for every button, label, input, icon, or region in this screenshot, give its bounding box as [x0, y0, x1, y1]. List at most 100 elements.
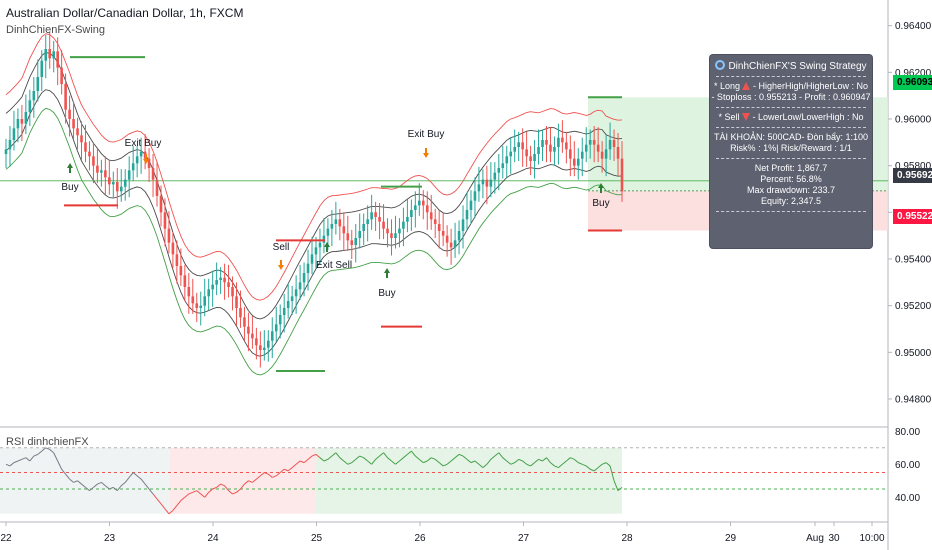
candle-body: [151, 168, 155, 180]
candle-body: [88, 151, 91, 157]
rsi-line-segment: [407, 450, 412, 455]
candle-body: [298, 282, 302, 290]
rsi-line-segment: [331, 452, 337, 457]
candle-body: [302, 273, 306, 283]
rsi-tick-label: 80.00: [895, 427, 920, 438]
divider: [716, 107, 866, 108]
rsi-line-segment: [522, 460, 527, 465]
rsi-line-segment: [220, 483, 225, 487]
candle-body: [334, 219, 338, 224]
time-tick-label: 23: [104, 533, 116, 544]
rsi-line-segment: [33, 453, 38, 457]
candle-body: [473, 191, 477, 201]
candle-body: [342, 226, 346, 234]
rsi-line-segment: [363, 457, 368, 462]
candle-body: [187, 287, 191, 297]
candle-body: [243, 317, 246, 327]
rsi-line-segment: [335, 452, 341, 458]
candle-body: [398, 228, 401, 234]
candle-body: [537, 147, 540, 154]
rsi-title[interactable]: RSI dinhchienFX: [6, 436, 89, 448]
rsi-line-segment: [105, 485, 110, 490]
rsi-line-segment: [37, 450, 43, 455]
rsi-line-segment: [395, 460, 400, 465]
time-tick-label: 22: [0, 533, 12, 544]
rsi-line-segment: [45, 447, 50, 450]
time-tick-label: 29: [725, 533, 737, 544]
candle-body: [390, 233, 393, 238]
rsi-line-segment: [21, 457, 27, 460]
candle-body: [541, 140, 544, 147]
divider: [716, 127, 866, 128]
rsi-line-segment: [518, 458, 523, 462]
rsi-line-segment: [486, 459, 492, 465]
candle-body: [406, 217, 409, 222]
rsi-line-segment: [295, 460, 301, 465]
candle-body: [485, 179, 489, 187]
candle-body: [330, 224, 334, 229]
candle-body: [44, 49, 48, 61]
buy-label: Buy: [592, 198, 609, 209]
candle-body: [231, 287, 234, 297]
rsi-line-segment: [252, 478, 257, 483]
candle-body: [8, 140, 12, 150]
long-row: * Long - HigherHigh/HigherLow : No: [710, 81, 872, 92]
candle-body: [112, 182, 115, 185]
rsi-line-segment: [17, 458, 23, 462]
rsi-line-segment: [156, 498, 162, 505]
price-tick-label: 0.96000: [895, 115, 932, 126]
candle-body: [155, 179, 159, 196]
candle-body: [596, 144, 600, 152]
rsi-line-segment: [212, 486, 217, 490]
candle-body: [521, 142, 524, 150]
rsi-line-segment: [347, 462, 352, 465]
rsi-line-segment: [578, 462, 583, 465]
candle-body: [457, 231, 461, 241]
rsi-line-segment: [502, 457, 508, 462]
rsi-line-segment: [224, 485, 229, 491]
rsi-line-segment: [97, 481, 102, 485]
candle-body: [108, 177, 111, 185]
candle-body: [493, 172, 497, 180]
candle-body: [584, 144, 588, 152]
rsi-zone-bullish: [316, 447, 622, 514]
candle-body: [64, 84, 67, 110]
candle-body: [461, 219, 465, 231]
candle-body: [80, 135, 83, 143]
candle-body: [223, 277, 226, 283]
candle-body: [414, 205, 417, 210]
rsi-line-segment: [573, 458, 579, 464]
buy-label: Buy: [61, 182, 78, 193]
candle-body: [318, 242, 322, 248]
rsi-line-segment: [593, 467, 599, 472]
buy-label: Buy: [378, 288, 395, 299]
candle-body: [576, 158, 580, 166]
candle-body: [96, 165, 99, 173]
candle-body: [163, 212, 167, 229]
rsi-line-segment: [5, 463, 11, 467]
candle-body: [92, 156, 95, 166]
indicator-label[interactable]: DinhChienFX-Swing: [6, 24, 106, 36]
candle-body: [211, 284, 214, 290]
candle-body: [489, 179, 493, 187]
rsi-line-segment: [327, 455, 333, 460]
candle-body: [314, 247, 318, 255]
rsi-line-segment: [399, 457, 404, 462]
candle-body: [600, 151, 604, 159]
net-profit: Net Profit: 1,867.7: [754, 163, 828, 173]
candle-body: [115, 182, 119, 192]
candle-body: [274, 324, 278, 332]
candle-body: [179, 266, 183, 276]
candle-body: [251, 333, 254, 339]
divider: [716, 211, 866, 212]
rsi-line-segment: [291, 463, 297, 468]
rsi-line-segment: [208, 488, 213, 493]
rsi-line-segment: [69, 478, 74, 483]
rsi-line-segment: [196, 490, 202, 495]
candle-body: [358, 231, 362, 238]
rsi-line-segment: [140, 478, 146, 485]
rsi-line-segment: [200, 493, 206, 498]
rsi-line-segment: [601, 462, 607, 465]
rsi-line-segment: [359, 455, 364, 459]
rsi-line-segment: [228, 490, 233, 495]
